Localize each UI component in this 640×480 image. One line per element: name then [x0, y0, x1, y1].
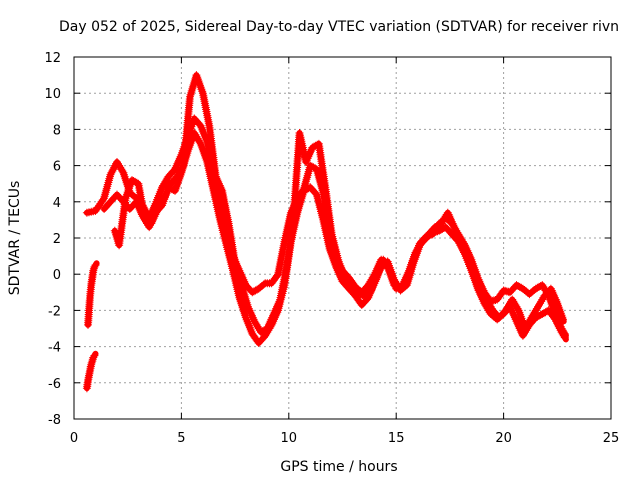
y-tick-label: -6	[48, 377, 61, 392]
grid-lines	[74, 57, 611, 419]
y-tick-label: -8	[48, 413, 61, 428]
y-tick-label: 10	[44, 87, 61, 102]
data-series	[82, 71, 569, 393]
series-track-e	[82, 350, 99, 393]
plus-markers	[82, 351, 99, 393]
y-tick-label: 6	[53, 160, 61, 175]
x-tick-label: 25	[603, 431, 620, 446]
y-axis-label: SDTVAR / TECUs	[7, 181, 23, 296]
y-tick-label: 12	[44, 51, 61, 66]
y-tick-label: 4	[53, 196, 61, 211]
x-axis-label: GPS time / hours	[280, 459, 397, 475]
plus-markers	[110, 71, 567, 337]
x-tick-label: 0	[70, 431, 78, 446]
x-tick-labels: 0 5 10 15 20 25	[70, 431, 619, 446]
chart-title: Day 052 of 2025, Sidereal Day-to-day VTE…	[59, 19, 619, 35]
series-track-d	[84, 260, 100, 329]
y-tick-label: -4	[48, 341, 61, 356]
y-tick-label: 0	[53, 268, 61, 283]
plus-markers	[84, 261, 100, 329]
y-tick-label: -2	[48, 304, 61, 319]
x-tick-label: 5	[177, 431, 185, 446]
x-tick-label: 20	[495, 431, 512, 446]
y-tick-labels: -8 -6 -4 -2 0 2 4 6 8 10 12	[44, 51, 61, 428]
y-tick-label: 2	[53, 232, 61, 247]
axis-ticks	[73, 56, 612, 420]
series-track-c	[110, 71, 567, 337]
y-tick-label: 8	[53, 123, 61, 138]
x-tick-label: 10	[281, 431, 298, 446]
x-tick-label: 15	[388, 431, 405, 446]
series-band	[111, 72, 567, 336]
